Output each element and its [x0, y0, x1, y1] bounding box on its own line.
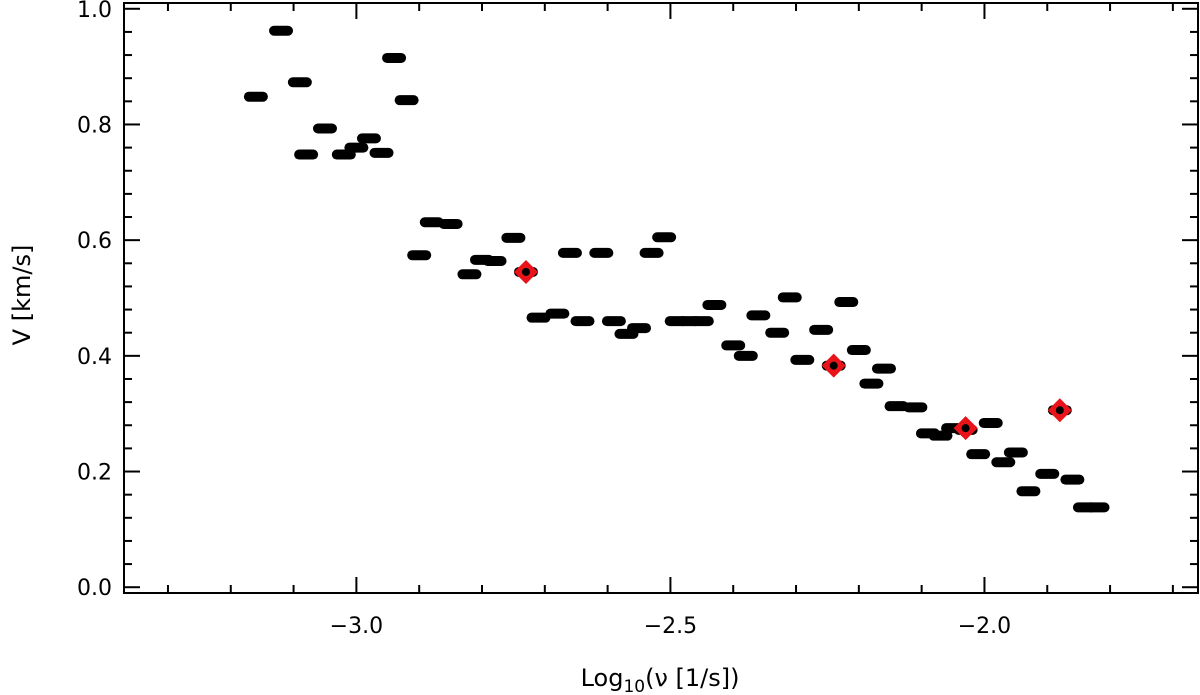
data-point: [294, 149, 319, 160]
x-axis-label: Log10(ν [1/s]): [581, 664, 740, 695]
data-point: [871, 363, 896, 374]
data-point: [1003, 447, 1028, 458]
y-tick-label: 0.2: [77, 461, 112, 486]
y-tick-label: 0.8: [77, 113, 112, 138]
y-axis-ticks: 0.0 0.2 0.4 0.6 0.8 1.0: [77, 0, 1198, 601]
data-point: [419, 217, 444, 228]
data-point: [991, 457, 1016, 468]
data-point: [312, 123, 337, 134]
data-point: [928, 430, 953, 441]
data-point: [356, 133, 381, 144]
data-point: [765, 327, 790, 338]
data-point: [269, 25, 294, 36]
data-point: [721, 340, 746, 351]
data-point: [834, 297, 859, 308]
data-point: [652, 232, 677, 243]
data-point: [457, 269, 482, 280]
highlighted-point-center: [521, 267, 530, 276]
data-point: [407, 250, 432, 261]
data-point: [790, 354, 815, 365]
data-point: [287, 77, 312, 88]
data-point: [557, 247, 582, 258]
data-point: [978, 417, 1003, 428]
data-point: [733, 350, 758, 361]
data-point: [243, 91, 268, 102]
x-tick-label: −2.5: [644, 614, 697, 639]
x-axis-label-base: Log: [581, 664, 624, 692]
x-axis-label-subscript: 10: [623, 677, 645, 695]
highlighted-point-center: [829, 361, 838, 370]
data-point: [526, 312, 551, 323]
x-tick-label: −2.0: [958, 614, 1011, 639]
y-tick-label: 0.4: [77, 345, 112, 370]
data-point: [746, 310, 771, 321]
data-point: [809, 324, 834, 335]
data-point: [777, 292, 802, 303]
data-point: [903, 402, 928, 413]
data-point: [394, 95, 419, 106]
highlighted-point-center: [961, 424, 970, 433]
plot-frame: [123, 2, 1199, 594]
data-point: [966, 449, 991, 460]
x-axis-label-rest: (ν [1/s]): [645, 664, 739, 692]
data-point: [482, 255, 507, 266]
data-point: [1016, 486, 1041, 497]
highlighted-point-center: [1055, 406, 1064, 415]
data-point: [1085, 502, 1110, 513]
y-axis-label: V [km/s]: [8, 245, 36, 346]
y-tick-label: 0.6: [77, 229, 112, 254]
data-point: [639, 247, 664, 258]
data-point: [846, 345, 871, 356]
x-axis-ticks: −3.0 −2.5 −2.0: [166, 3, 1174, 639]
data-point: [501, 232, 526, 243]
data-points: [243, 25, 1110, 513]
data-point: [1060, 474, 1085, 485]
data-point: [369, 147, 394, 158]
data-point: [382, 52, 407, 63]
y-tick-label: 1.0: [77, 0, 112, 23]
data-point: [344, 142, 369, 153]
data-point: [689, 316, 714, 327]
data-point: [570, 316, 595, 327]
x-tick-label: −3.0: [330, 614, 383, 639]
y-tick-label: 0.0: [77, 576, 112, 601]
data-point: [438, 218, 463, 229]
data-point: [702, 299, 727, 310]
data-point: [859, 378, 884, 389]
data-point: [601, 316, 626, 327]
data-point: [545, 308, 570, 319]
data-point: [1035, 468, 1060, 479]
data-point: [627, 323, 652, 334]
data-point: [884, 401, 909, 412]
data-point: [589, 247, 614, 258]
